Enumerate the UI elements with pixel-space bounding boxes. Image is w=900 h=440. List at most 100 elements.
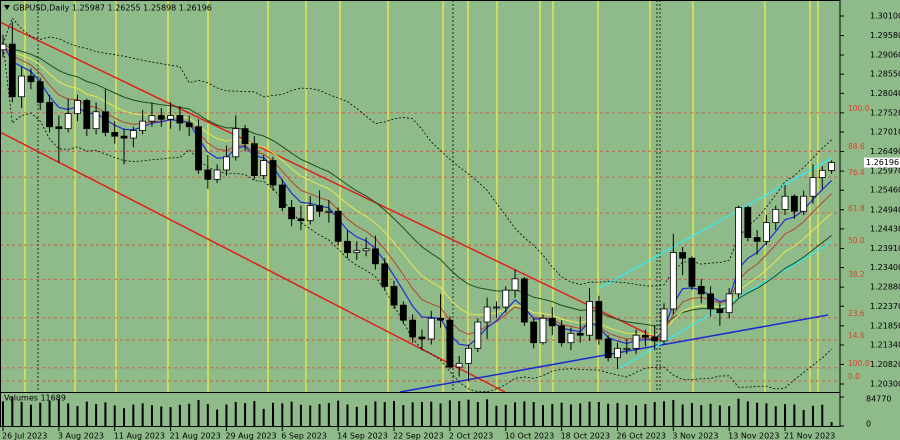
volume-bar [281,403,284,426]
volume-bar [514,402,517,426]
volume-bar [206,404,209,426]
candle-body [483,306,491,323]
volume-bar [11,397,14,426]
candle-body [46,101,53,128]
x-tick-label: 13 Nov 2023 [728,432,779,440]
volume-bar [346,404,349,426]
candle-body [344,240,351,253]
current-price-box [864,157,900,168]
candle-body [427,317,435,340]
candle-body [362,248,370,252]
volume-bar [95,404,98,426]
volume-bar [579,403,582,426]
candle-body [371,248,379,265]
volume-bar [793,404,796,426]
volume-bar [197,400,200,426]
candle-body [567,332,575,344]
fib-label: 38.2 [848,270,865,279]
volume-bar [141,403,144,426]
candle-body [195,126,202,171]
volume-bar [616,403,619,426]
volume-bar [551,404,554,426]
volume-bar [495,405,498,426]
support-line [399,314,829,393]
volume-bar [337,400,340,426]
y-tick-label: 1.22880 [870,283,900,292]
volume-bar [458,401,461,426]
candle-body [530,321,538,344]
volume-bar [486,399,489,426]
candle-body [586,300,593,336]
volume-bar [765,403,768,426]
candle-body [325,210,333,213]
y-tick-label: 1.26490 [870,147,900,156]
volume-bar [663,401,666,426]
candle-body [129,130,137,139]
volume-bar [393,401,396,426]
volume-bar [160,406,163,426]
y-tick-label: 1.25970 [870,167,900,176]
candle-body [92,111,100,130]
candle-body [353,250,361,253]
candle-body [297,218,305,222]
candle-body [539,317,547,344]
volume-bar [290,401,293,426]
candle-body [381,263,389,287]
candle-body [260,160,268,176]
volume-bar [216,409,219,426]
volume-bar [234,402,237,426]
volume-bar [67,403,70,426]
candle-body [185,122,193,128]
volume-bar [802,409,805,426]
bollinger-lower [2,44,832,393]
volume-bar [402,405,405,426]
candle-body [27,75,35,83]
x-tick-label: 21 Nov 2023 [784,432,835,440]
candle-body [632,334,640,349]
candle-body [753,237,761,242]
volume-bar [784,404,787,426]
y-tick-label: 1.21340 [870,340,900,349]
candle-body [763,222,770,242]
volume-bar [718,405,721,426]
x-tick-label: 3 Aug 2023 [58,432,104,440]
y-tick-label: 1.25460 [870,186,900,195]
volume-bar [132,404,135,426]
candle-body [36,81,44,103]
volume-bar [253,401,256,426]
volume-bar [355,406,358,426]
x-tick-label: 10 Oct 2023 [505,432,554,440]
volume-bar [383,402,386,426]
candle-body [548,317,556,327]
candle-body [167,115,174,120]
fib-label: 100.0 [848,104,870,113]
candle-body [697,285,705,295]
volume-bar [309,405,312,426]
candle-body [781,195,789,210]
volume-bar [327,403,330,426]
volume-bar [467,399,470,426]
x-tick-label: 26 Jul 2023 [2,432,47,440]
volume-bar [774,406,777,426]
volume-bar [625,404,628,426]
y-tick-label: 1.20820 [870,360,900,369]
candle-body [241,128,249,145]
candle-body [74,100,81,115]
volume-bar [690,403,693,426]
x-tick-label: 3 Nov 2023 [672,432,718,440]
candle-body [595,300,603,340]
candle-body [493,306,500,309]
fib-label: 0.0 [848,372,860,381]
candle-body [576,332,584,336]
volume-bar [746,401,749,426]
volume-bar [681,404,684,426]
volume-tick-label: 0 [866,420,871,429]
candle-body [418,336,426,340]
candle-body [623,347,631,350]
y-tick-label: 1.23400 [870,263,900,272]
volume-bar [178,404,181,426]
x-tick-label: 22 Sep 2023 [393,432,444,440]
volume-tick-label: 84770 [866,395,891,404]
candle-body [669,252,677,310]
